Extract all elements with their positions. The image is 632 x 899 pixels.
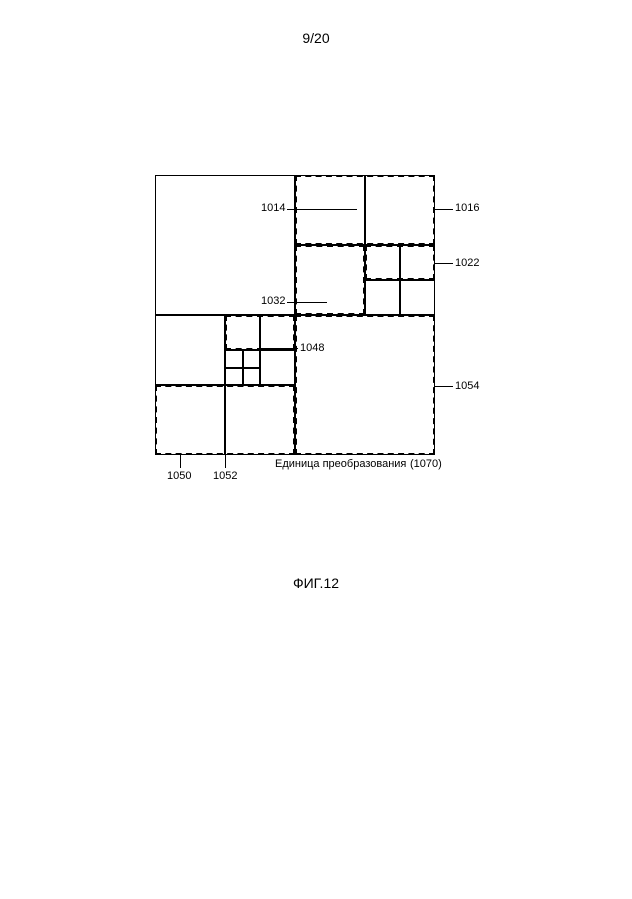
leader-1054	[435, 386, 453, 387]
dashed-1054	[295, 315, 435, 455]
label-1032: 1032	[261, 295, 285, 307]
vd-1052	[224, 385, 226, 455]
cell-q2d3	[365, 280, 400, 315]
leader-1016	[435, 209, 453, 210]
cell-q2d4	[400, 280, 435, 315]
cell-q3b3c	[225, 368, 243, 386]
cell-q3b4	[260, 350, 295, 385]
dashed-1048	[225, 315, 295, 350]
label-1016: 1016	[455, 202, 479, 214]
leader-1050	[180, 455, 181, 468]
cell-q1	[155, 175, 295, 315]
leader-1048	[260, 348, 298, 349]
label-1052: 1052	[213, 470, 237, 482]
leader-1022	[435, 263, 453, 264]
cell-q3a	[155, 315, 225, 385]
leader-1052	[225, 455, 226, 468]
leader-1032	[287, 302, 327, 303]
page-number: 9/20	[302, 30, 329, 46]
dashed-1032	[295, 245, 365, 315]
caption-ref: (1070)	[410, 458, 442, 470]
vd-1014	[364, 175, 366, 245]
label-1014: 1014	[261, 202, 285, 214]
caption-text: Единица преобразования	[275, 458, 406, 470]
leader-1014	[287, 209, 357, 210]
label-1048: 1048	[300, 342, 324, 354]
cell-q3b3d	[243, 368, 261, 386]
cell-q3b3b	[243, 350, 261, 368]
label-1022: 1022	[455, 257, 479, 269]
cell-q3b3a	[225, 350, 243, 368]
dashed-1022	[365, 245, 435, 280]
label-1054: 1054	[455, 380, 479, 392]
figure-label: ФИГ.12	[293, 575, 339, 591]
label-1050: 1050	[167, 470, 191, 482]
transform-unit-diagram: 1014 1016 1022 1032 1048 1054 1050 1052 …	[155, 175, 435, 455]
